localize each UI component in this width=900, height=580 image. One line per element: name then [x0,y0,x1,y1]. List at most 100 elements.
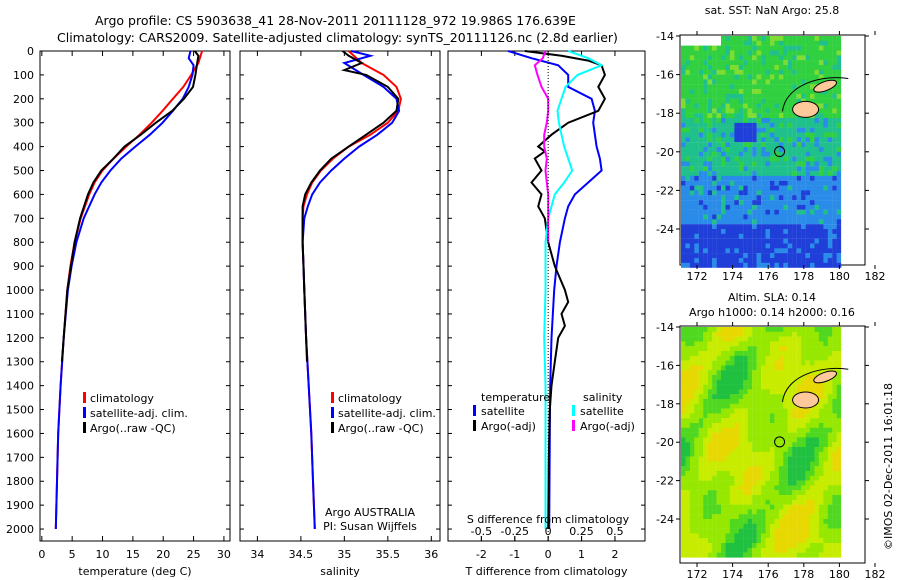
map-cell [756,437,762,443]
map-cell [716,108,722,114]
map-cell [810,248,815,254]
map-cell [747,437,753,443]
map-cell [689,475,695,481]
map-cell [743,156,748,162]
map-cell [761,84,766,90]
map-cell [734,103,739,109]
map-cell [761,93,766,99]
map-cell [725,423,731,428]
map-cell [707,214,713,220]
map-cell [792,384,797,390]
map-cell [778,40,784,46]
map-cell [752,137,757,143]
map-cell [756,127,762,133]
map-cell [832,341,837,347]
map-cell [694,480,699,486]
map-cell [836,499,842,505]
map-cell [796,166,802,172]
map-cell [792,180,797,186]
map-cell [818,509,824,515]
map-cell [827,447,833,452]
map-cell [761,108,766,114]
map-cell [814,69,820,75]
map-cell [801,243,806,249]
map-cell [707,103,713,109]
map-cell [783,238,788,244]
map-cell [743,248,748,254]
map-cell [734,331,739,337]
map-cell [725,147,731,152]
map-cell [814,204,820,210]
map-cell [796,36,802,41]
map-cell [698,93,704,99]
map-cell [765,258,771,263]
map-cell [805,379,811,385]
map-cell [729,185,735,191]
map-cell [796,538,802,544]
map-cell [836,451,842,457]
map-cell [712,190,717,196]
map-cell [783,113,788,119]
map-cell [770,514,775,520]
map-cell [761,147,766,152]
map-cell [756,108,762,114]
map-cell [770,84,775,90]
map-cell [827,504,833,510]
map-cell [756,118,762,123]
map-cell [743,394,748,400]
map-cell [792,543,797,548]
map-cell [836,432,842,438]
map-cell [774,113,779,119]
map-cell [743,413,748,419]
map-cell [783,447,788,452]
map-cell [818,248,824,254]
map-cell [685,204,690,210]
map-cell [770,447,775,452]
map-cell [818,461,824,467]
map-cell [787,379,793,385]
map-cell [734,55,739,61]
map-cell [770,156,775,162]
map-cell [734,427,739,433]
map-cell [783,509,788,515]
map-cell [712,432,717,438]
map-cell [814,355,820,361]
map-cell [801,151,806,157]
map-cell [734,336,739,342]
map-cell [770,427,775,433]
map-cell [805,180,811,186]
map-cell [770,451,775,457]
map-cell [774,437,779,443]
map-cell [818,50,824,56]
map-cell [827,346,833,352]
map-cell [689,113,695,119]
map-cell [716,509,722,515]
map-cell [801,456,806,462]
map-cell [694,519,699,524]
map-cell [734,399,739,404]
map-cell [738,118,744,123]
map-cell [801,45,806,51]
map-cell [778,514,784,520]
map-cell [810,200,815,206]
map-cell [836,200,842,206]
map-cell [832,528,837,534]
map-cell [796,147,802,152]
map-cell [698,45,704,51]
map-cell [832,200,837,206]
map-cell [685,389,690,395]
map-cell [725,523,731,529]
map-cell [765,413,771,419]
map-cell [756,475,762,481]
map-cell [836,122,842,128]
map-cell [716,399,722,404]
map-cell [836,89,842,95]
map-title: Altim. SLA: 0.14 [728,291,816,304]
map-cell [738,456,744,462]
map-cell [823,451,828,457]
map-cell [810,180,815,186]
map-cell [689,118,695,123]
map-cell [694,399,699,404]
map-cell [707,327,713,332]
map-cell [774,490,779,496]
